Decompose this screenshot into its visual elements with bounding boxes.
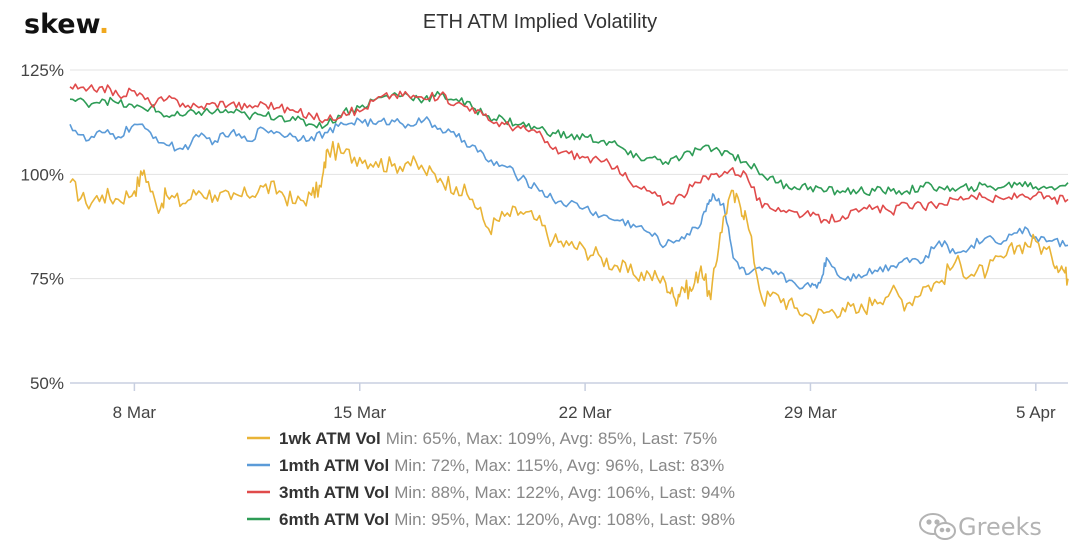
legend-label: 3mth ATM Vol Min: 88%, Max: 122%, Avg: 10… bbox=[279, 483, 735, 502]
legend-label: 6mth ATM Vol Min: 95%, Max: 120%, Avg: 10… bbox=[279, 510, 735, 529]
chat-bubbles-icon bbox=[919, 513, 956, 540]
legend-item[interactable]: 1wk ATM Vol Min: 65%, Max: 109%, Avg: 85%… bbox=[247, 429, 717, 448]
legend-series-stats: Min: 65%, Max: 109%, Avg: 85%, Last: 75% bbox=[386, 429, 717, 448]
logo-text: skew bbox=[24, 9, 100, 40]
y-tick-label: 75% bbox=[30, 270, 64, 289]
x-axis: 8 Mar 15 Mar 22 Mar 29 Mar 5 Apr bbox=[70, 382, 1068, 422]
legend-series-name: 6mth ATM Vol bbox=[279, 510, 389, 529]
x-tick-label: 15 Mar bbox=[333, 403, 386, 422]
watermark-text: Greeks bbox=[958, 513, 1042, 541]
series-line-1 bbox=[69, 140, 1069, 325]
plot-area bbox=[69, 83, 1069, 325]
y-axis: 50% 75% 100% 125% bbox=[21, 61, 64, 393]
legend-series-name: 1wk ATM Vol bbox=[279, 429, 381, 448]
legend-series-stats: Min: 72%, Max: 115%, Avg: 96%, Last: 83% bbox=[394, 456, 724, 475]
legend: 1wk ATM Vol Min: 65%, Max: 109%, Avg: 85%… bbox=[247, 429, 735, 529]
greeks-watermark: Greeks bbox=[919, 513, 1042, 541]
legend-item[interactable]: 3mth ATM Vol Min: 88%, Max: 122%, Avg: 10… bbox=[247, 483, 735, 502]
skew-logo: skew. bbox=[24, 9, 109, 40]
series-line-3 bbox=[69, 83, 1069, 224]
x-tick-label: 8 Mar bbox=[113, 403, 157, 422]
x-tick-label: 29 Mar bbox=[784, 403, 837, 422]
svg-text:skew.: skew. bbox=[24, 9, 109, 40]
legend-item[interactable]: 6mth ATM Vol Min: 95%, Max: 120%, Avg: 10… bbox=[247, 510, 735, 529]
x-tick-label: 22 Mar bbox=[559, 403, 612, 422]
legend-series-stats: Min: 95%, Max: 120%, Avg: 108%, Last: 98… bbox=[394, 510, 735, 529]
legend-label: 1wk ATM Vol Min: 65%, Max: 109%, Avg: 85%… bbox=[279, 429, 717, 448]
grid-lines bbox=[70, 69, 1068, 280]
legend-label: 1mth ATM Vol Min: 72%, Max: 115%, Avg: 96… bbox=[279, 456, 724, 475]
y-tick-label: 100% bbox=[21, 165, 64, 184]
chart-title: ETH ATM Implied Volatility bbox=[423, 11, 657, 33]
logo-dot: . bbox=[99, 9, 109, 40]
series-line-2 bbox=[69, 116, 1069, 290]
y-tick-label: 50% bbox=[30, 374, 64, 393]
y-tick-label: 125% bbox=[21, 61, 64, 80]
legend-series-name: 3mth ATM Vol bbox=[279, 483, 389, 502]
legend-item[interactable]: 1mth ATM Vol Min: 72%, Max: 115%, Avg: 96… bbox=[247, 456, 724, 475]
legend-series-stats: Min: 88%, Max: 122%, Avg: 106%, Last: 94… bbox=[394, 483, 735, 502]
x-tick-label: 5 Apr bbox=[1016, 403, 1056, 422]
legend-series-name: 1mth ATM Vol bbox=[279, 456, 389, 475]
series-line-4 bbox=[69, 90, 1069, 196]
